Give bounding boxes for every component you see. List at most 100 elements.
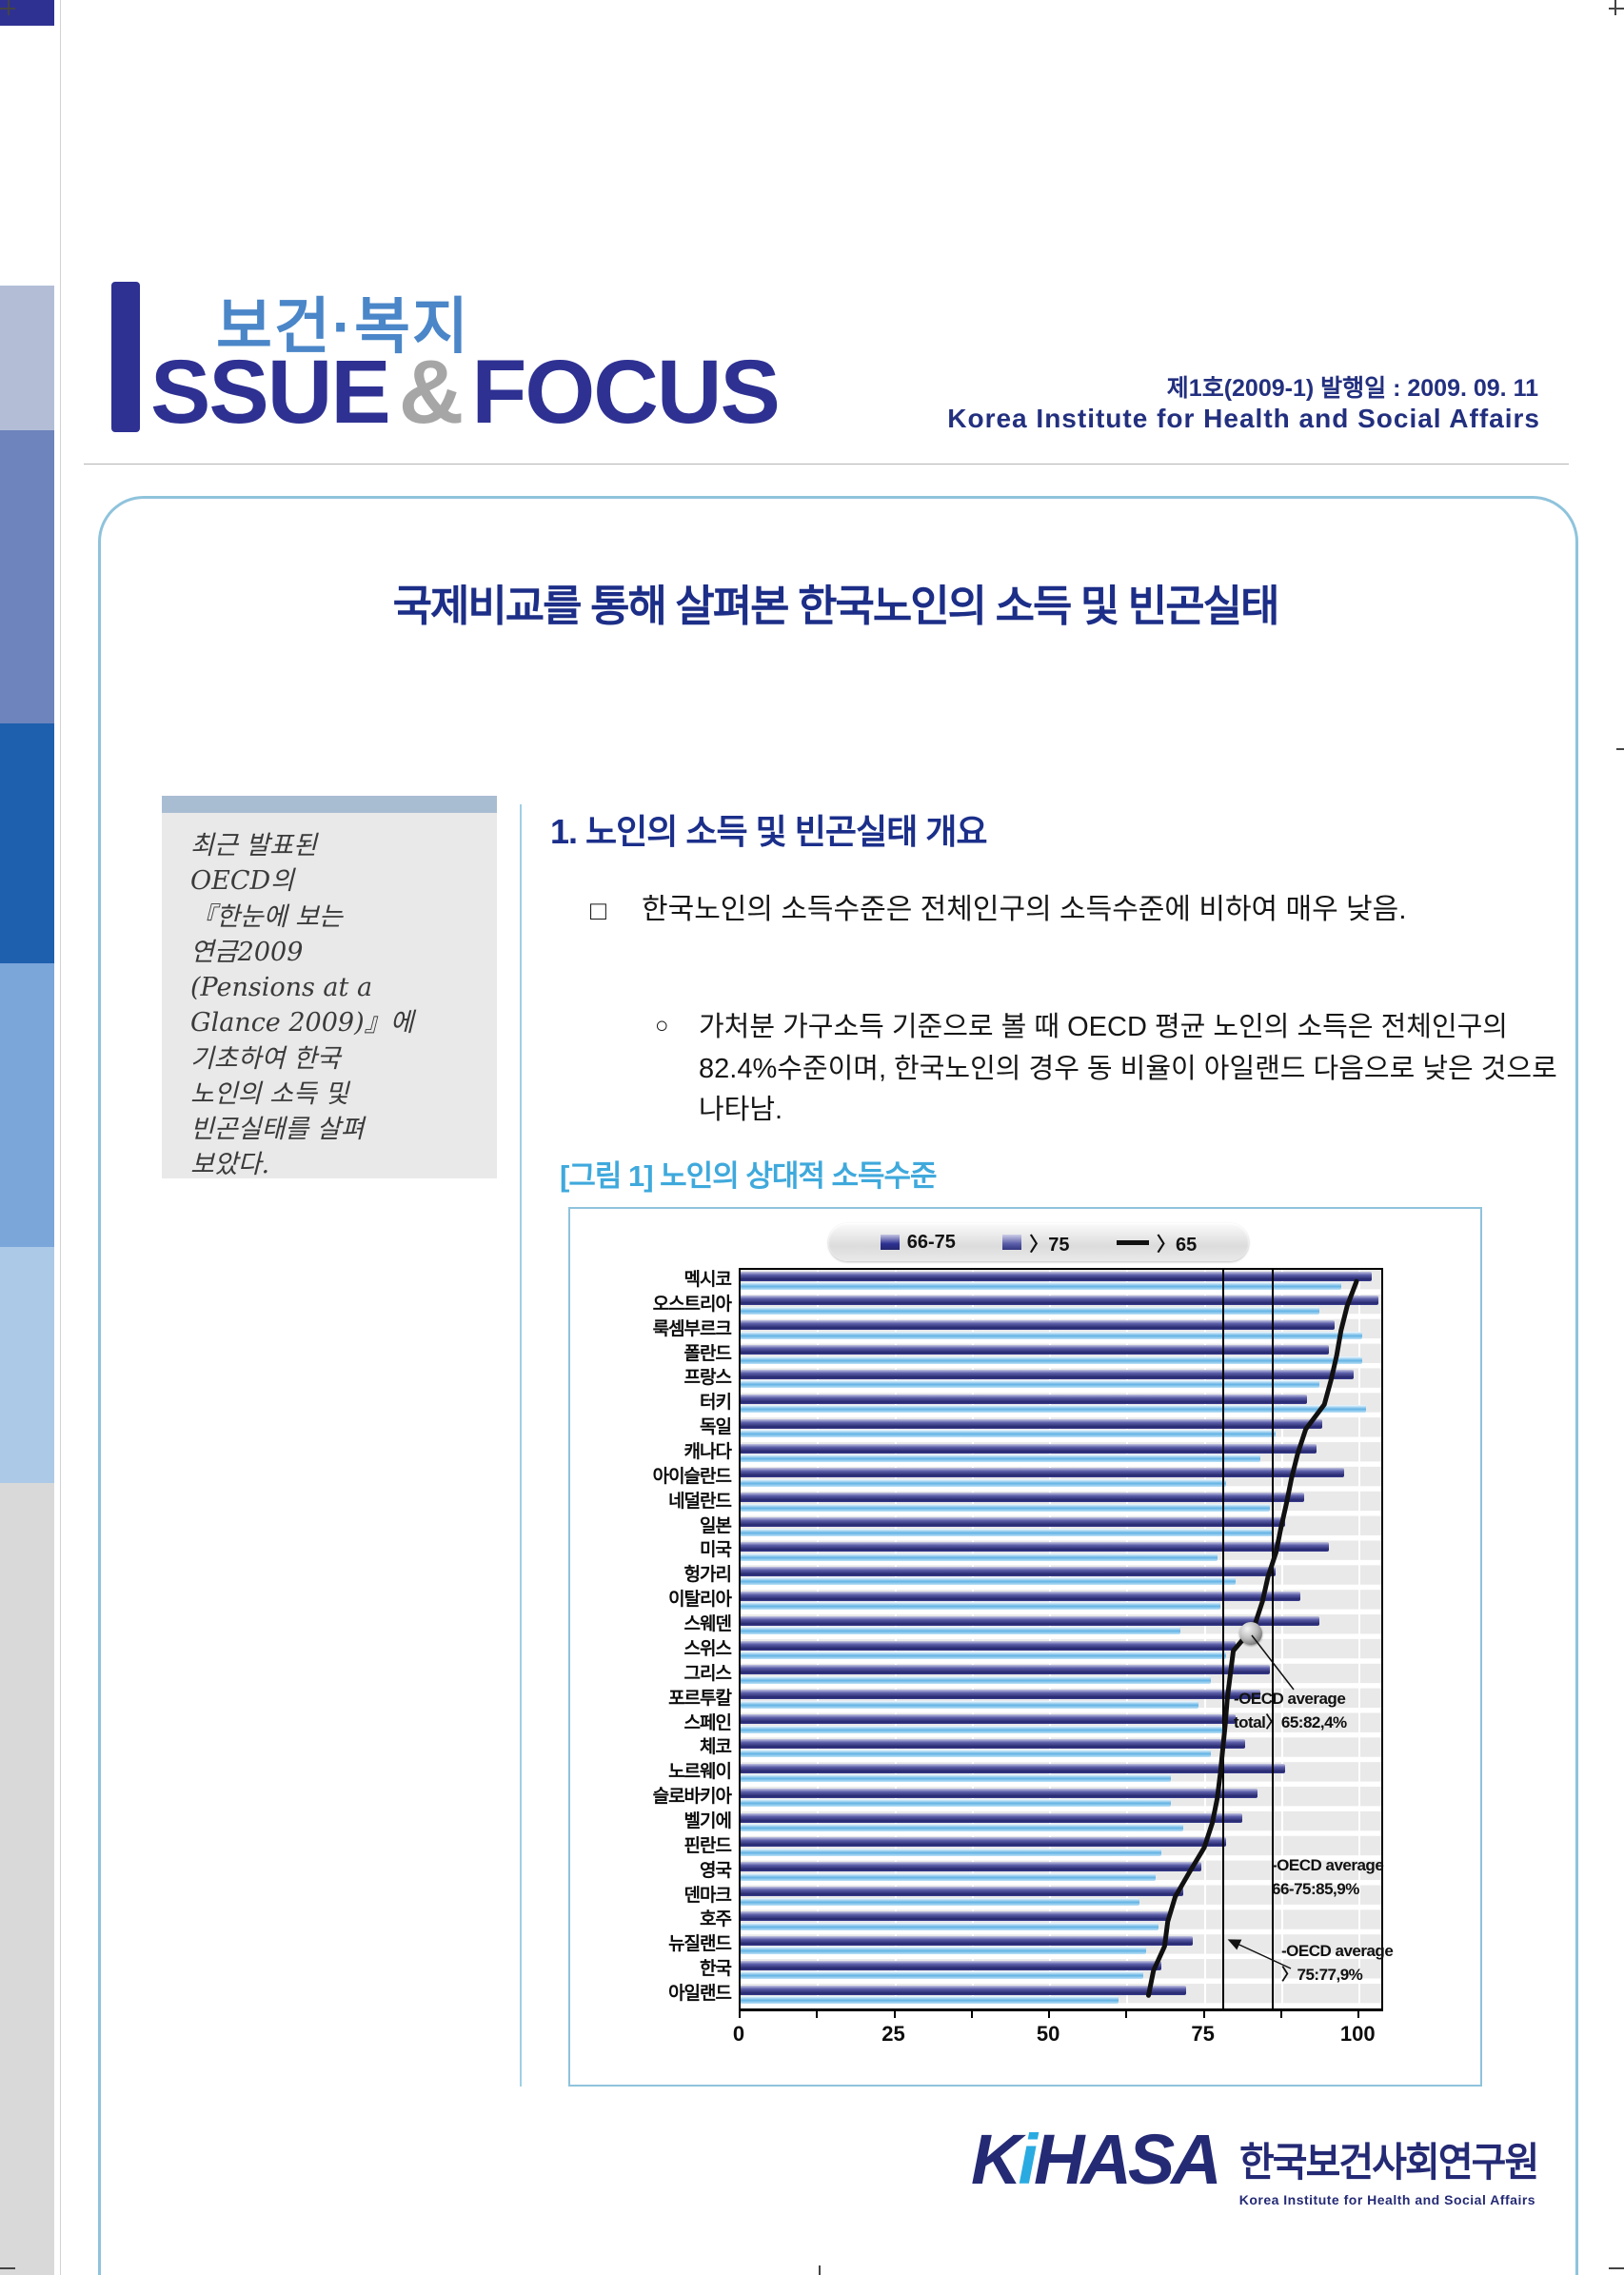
bar-over-75 [741, 1454, 1261, 1463]
x-tick [1125, 2009, 1128, 2018]
bar-over-75 [741, 1355, 1363, 1364]
masthead-i-bar [111, 282, 140, 432]
bar-66-75 [741, 1911, 1171, 1922]
sub-bullet-text: 가처분 가구소득 기준으로 볼 때 OECD 평균 노인의 소득은 전체인구의 … [699, 1012, 1557, 1125]
legend-swatch-icon [1002, 1235, 1022, 1250]
bar-over-75 [741, 1405, 1366, 1414]
category-label: 슬로바키아 [652, 1787, 732, 1808]
category-label: 스위스 [683, 1638, 732, 1659]
x-tick [1202, 2009, 1205, 2018]
gridline [1358, 1270, 1361, 2008]
content-frame [98, 496, 1578, 2275]
bar-over-75 [741, 1627, 1180, 1635]
legend-item: 〉75 [1002, 1229, 1070, 1256]
category-label: 일본 [700, 1515, 732, 1536]
vertical-separator [520, 804, 522, 2087]
bar-66-75 [741, 1369, 1354, 1379]
category-label: 한국 [700, 1959, 732, 1980]
bar-over-75 [741, 1947, 1146, 1955]
kihasa-i: i [1018, 2120, 1037, 2199]
oecd-average-refline [1221, 1270, 1224, 2008]
bar-over-75 [741, 1824, 1183, 1832]
left-stripe-6 [0, 1483, 54, 2275]
kihasa-k: K [971, 2120, 1021, 2199]
page-title: 국제비교를 통해 살펴본 한국노인의 소득 및 빈곤실태 [392, 582, 1280, 630]
category-label: 이탈리아 [668, 1590, 732, 1611]
bar-66-75 [741, 1665, 1270, 1675]
bar-66-75 [741, 1960, 1162, 1970]
masthead-ampersand: & [398, 342, 465, 443]
bar-66-75 [741, 1812, 1242, 1823]
gridline [1203, 1270, 1206, 2008]
crop-mark [1609, 2267, 1624, 2269]
left-stripe-1 [0, 286, 54, 430]
oecd-average-marker [1238, 1621, 1262, 1645]
bar-66-75 [741, 1935, 1193, 1946]
x-tick [1279, 2009, 1282, 2018]
left-stripe-2 [0, 430, 54, 723]
bar-66-75 [741, 1837, 1227, 1848]
bar-66-75 [741, 1517, 1286, 1528]
bar-over-75 [741, 1577, 1237, 1586]
bar-66-75 [741, 1862, 1202, 1872]
category-label: 체코 [700, 1737, 732, 1758]
category-label: 네덜란드 [668, 1491, 732, 1512]
x-tick-label: 25 [881, 2022, 905, 2046]
x-tick-label: 50 [1036, 2022, 1060, 2046]
left-hairline [60, 0, 61, 2275]
category-label: 덴마크 [683, 1885, 732, 1906]
crop-mark [819, 2265, 821, 2275]
annotation-oecd-total: -OECD average total〉65:82,4% [1234, 1690, 1347, 1731]
org-name-english: Korea Institute for Health and Social Af… [947, 404, 1540, 433]
bar-66-75 [741, 1542, 1329, 1553]
bar-over-75 [741, 1848, 1162, 1856]
bar-66-75 [741, 1615, 1319, 1626]
x-tick [893, 2009, 896, 2018]
circle-bullet-icon: ○ [655, 1013, 669, 1039]
gridline [1049, 1270, 1052, 2008]
legend-item: 66-75 [880, 1232, 956, 1254]
footer-org: 한국보건사회연구원 Korea Institute for Health and… [1239, 2130, 1554, 2207]
left-stripe-3 [0, 723, 54, 963]
bullet-paragraph: □ 한국노인의 소득수준은 전체인구의 소득수준에 비하여 매우 낮음. [590, 888, 1542, 933]
x-tick [1048, 2009, 1051, 2018]
category-label: 노르웨이 [668, 1762, 732, 1783]
bar-66-75 [741, 1591, 1301, 1601]
sidebar-note-box: 최근 발표된 OECD의 『한눈에 보는 연금2009 (Pensions at… [162, 796, 497, 1179]
x-tick [970, 2009, 973, 2018]
footer-org-korean: 한국보건사회연구원 [1238, 2140, 1539, 2185]
bar-over-75 [741, 1897, 1140, 1906]
bar-over-75 [741, 1799, 1171, 1808]
category-label: 터키 [700, 1393, 732, 1414]
bar-over-75 [741, 1652, 1227, 1659]
x-tick-label: 0 [732, 2022, 745, 2046]
bar-66-75 [741, 1714, 1237, 1725]
chart-legend: 66-75 〉75 〉65 [828, 1223, 1249, 1261]
bar-over-75 [741, 1528, 1274, 1536]
legend-swatch-icon [1117, 1239, 1149, 1245]
category-label: 캐나다 [683, 1442, 732, 1462]
legend-item: 〉65 [1117, 1229, 1197, 1256]
bar-66-75 [741, 1443, 1317, 1454]
annotation-oecd-66-75: -OECD average 66-75:85,9% [1272, 1856, 1384, 1898]
bar-over-75 [741, 1282, 1341, 1290]
legend-label: 〉65 [1157, 1234, 1198, 1256]
bar-over-75 [741, 1922, 1159, 1930]
masthead-logotype: ssue & Focus [150, 341, 781, 445]
category-label: 포르투칼 [668, 1688, 732, 1709]
crop-mark [1609, 8, 1624, 10]
category-label: 벨기에 [683, 1811, 732, 1831]
x-tick-label: 100 [1339, 2022, 1376, 2046]
bar-66-75 [741, 1690, 1261, 1700]
bar-over-75 [741, 1774, 1171, 1783]
figure-box: 66-75 〉75 〉65 멕시코 오스트리아 룩셈부르크 폴란드 프랑스 터키 독일 캐나다 아이… [568, 1207, 1482, 2087]
issue-info: 제1호(2009-1) 발행일 : 2009. 09. 11 [1166, 375, 1538, 402]
x-tick [816, 2009, 819, 2018]
bar-over-75 [741, 1478, 1227, 1487]
category-label: 스페인 [683, 1712, 732, 1733]
section-heading: 1. 노인의 소득 및 빈곤실태 개요 [550, 812, 987, 851]
category-label: 룩셈부르크 [652, 1318, 732, 1339]
legend-swatch-icon [880, 1235, 900, 1250]
bar-66-75 [741, 1345, 1329, 1355]
bar-66-75 [741, 1566, 1277, 1576]
